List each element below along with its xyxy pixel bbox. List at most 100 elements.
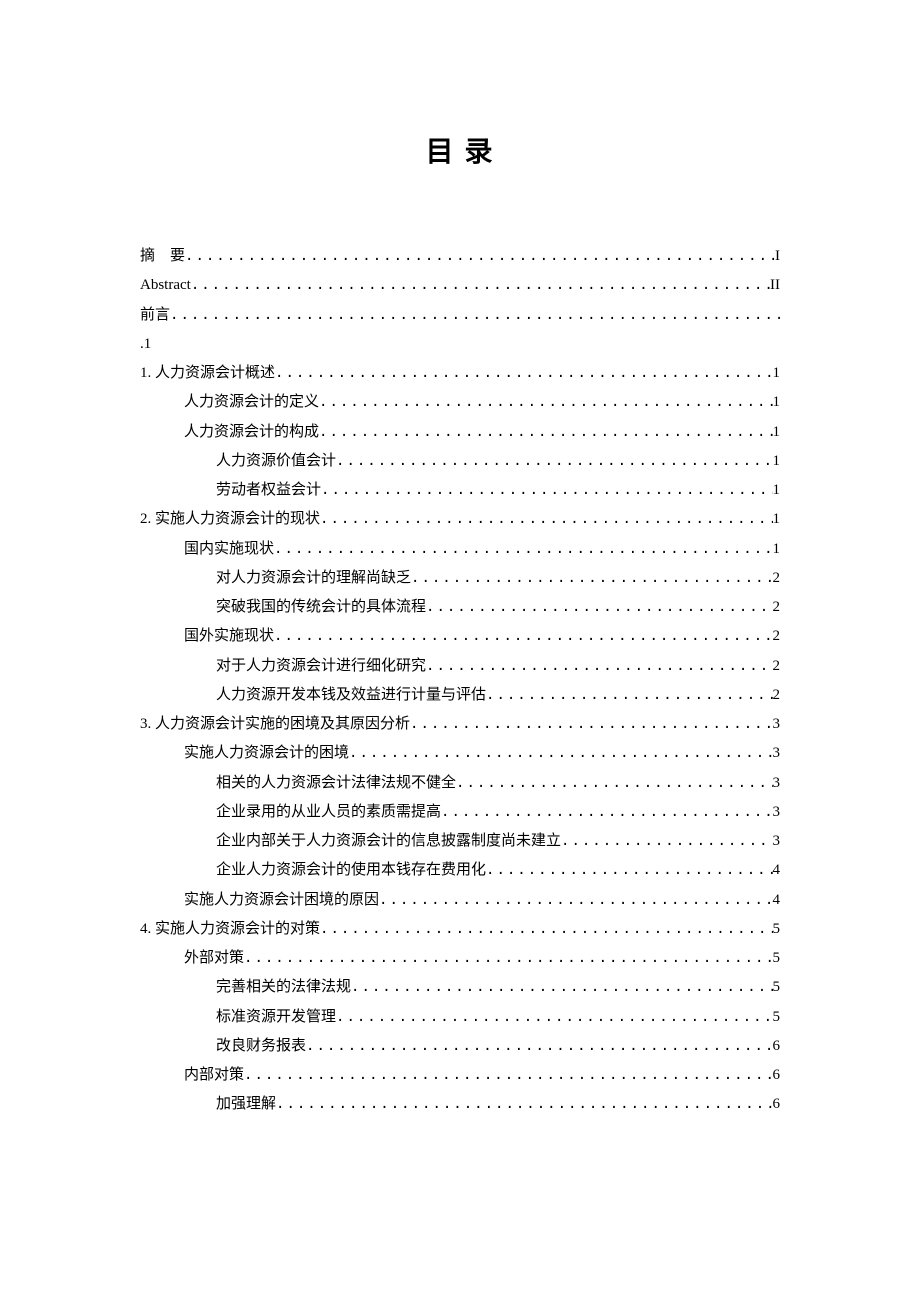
toc-entry-label: 实施人力资源会计困境的原因 (184, 886, 379, 915)
toc-entry: 人力资源会计的构成 1 (140, 418, 780, 447)
toc-entry: 改良财务报表 6 (140, 1032, 780, 1061)
toc-entry-page: 2 (773, 681, 781, 710)
toc-entry-label: 人力资源价值会计 (216, 447, 336, 476)
toc-entry-label: 劳动者权益会计 (216, 476, 321, 505)
toc-entry-page: 1 (773, 388, 781, 417)
toc-entry-page: 5 (773, 973, 781, 1002)
toc-entry-page: 1 (773, 447, 781, 476)
toc-leader-dots (306, 1033, 772, 1060)
toc-entry: 外部对策5 (140, 944, 780, 973)
toc-entry-page: 3 (773, 739, 781, 768)
toc-entry-page: 5 (773, 1003, 781, 1032)
toc-entry: 国外实施现状2 (140, 622, 780, 651)
toc-leader-dots (274, 623, 772, 650)
toc-entry-page: 4 (773, 886, 781, 915)
toc-leader-dots (426, 594, 772, 621)
toc-leader-dots (349, 740, 772, 767)
toc-entry-label: 国外实施现状 (184, 622, 274, 651)
toc-entry-label: 人力资源开发本钱及效益进行计量与评估 (216, 681, 486, 710)
toc-entry: 人力资源开发本钱及效益进行计量与评估 2 (140, 681, 780, 710)
toc-leader-dots (426, 653, 772, 680)
toc-leader-dots (170, 302, 780, 329)
toc-entry: 突破我国的传统会计的具体流程2 (140, 593, 780, 622)
toc-entry-label: 相关的人力资源会计法律法规不健全 (216, 769, 456, 798)
toc-entry-page: .1 (140, 330, 780, 359)
toc-entry-label: 加强理解 (216, 1090, 276, 1119)
toc-entry-page: 1 (773, 476, 781, 505)
toc-entry: 对人力资源会计的理解尚缺乏 2 (140, 564, 780, 593)
toc-leader-dots (275, 360, 772, 387)
toc-entry-page: 2 (773, 652, 781, 681)
toc-entry-label: 对于人力资源会计进行细化研究 (216, 652, 426, 681)
toc-entry-label: 改良财务报表 (216, 1032, 306, 1061)
toc-entry-label: 1. 人力资源会计概述 (140, 359, 275, 388)
toc-leader-dots (336, 1004, 772, 1031)
toc-entry: 1. 人力资源会计概述1 (140, 359, 780, 388)
toc-entry-label: 前言 (140, 301, 170, 330)
toc-entry-page: 6 (773, 1090, 781, 1119)
toc-entry-page: II (770, 271, 780, 300)
toc-leader-dots (321, 477, 772, 504)
toc-entry-page: 2 (773, 564, 781, 593)
toc-entry-page: 1 (773, 418, 781, 447)
toc-entry: 人力资源价值会计 1 (140, 447, 780, 476)
toc-entry-label: 实施人力资源会计的困境 (184, 739, 349, 768)
toc-entry-label: 2. 实施人力资源会计的现状 (140, 505, 320, 534)
toc-entry-label: 突破我国的传统会计的具体流程 (216, 593, 426, 622)
toc-entry: 劳动者权益会计 1 (140, 476, 780, 505)
toc-leader-dots (456, 770, 772, 797)
toc-entry: 实施人力资源会计困境的原因 4 (140, 886, 780, 915)
toc-leader-dots (336, 448, 772, 475)
toc-entry-label: 完善相关的法律法规 (216, 973, 351, 1002)
toc-leader-dots (379, 887, 772, 914)
toc-entry: 2. 实施人力资源会计的现状 1 (140, 505, 780, 534)
toc-entry: 摘 要I (140, 242, 780, 271)
toc-entry-label: 标准资源开发管理 (216, 1003, 336, 1032)
toc-entry: 内部对策6 (140, 1061, 780, 1090)
toc-leader-dots (320, 916, 772, 943)
document-page: 目 录 摘 要IAbstractII前言.11. 人力资源会计概述1人力资源会计… (0, 0, 920, 1180)
toc-entry: 完善相关的法律法规 5 (140, 973, 780, 1002)
toc-entry: AbstractII (140, 271, 780, 300)
toc-entry: 对于人力资源会计进行细化研究 2 (140, 652, 780, 681)
toc-entry-label: 企业人力资源会计的使用本钱存在费用化 (216, 856, 486, 885)
toc-entry-page: 1 (773, 535, 781, 564)
toc-title: 目 录 (140, 130, 780, 170)
toc-list: 摘 要IAbstractII前言.11. 人力资源会计概述1人力资源会计的定义1… (140, 242, 780, 1120)
toc-leader-dots (486, 857, 772, 884)
toc-leader-dots (185, 243, 775, 270)
toc-entry-label: 人力资源会计的构成 (184, 418, 319, 447)
toc-entry-page: I (775, 242, 780, 271)
toc-entry-label: 外部对策 (184, 944, 244, 973)
toc-entry-label: 4. 实施人力资源会计的对策 (140, 915, 320, 944)
toc-entry: 3. 人力资源会计实施的困境及其原因分析3 (140, 710, 780, 739)
toc-entry-label: 国内实施现状 (184, 535, 274, 564)
toc-entry-page: 6 (773, 1061, 781, 1090)
toc-entry: 国内实施现状 1 (140, 535, 780, 564)
toc-leader-dots (319, 419, 772, 446)
toc-entry: 加强理解 6 (140, 1090, 780, 1119)
toc-leader-dots (320, 506, 772, 533)
toc-entry: 前言.1 (140, 301, 780, 360)
toc-leader-dots (191, 272, 770, 299)
toc-entry-page: 3 (773, 827, 781, 856)
toc-entry-label: 对人力资源会计的理解尚缺乏 (216, 564, 411, 593)
toc-leader-dots (351, 974, 772, 1001)
toc-entry-page: 3 (773, 710, 781, 739)
toc-entry-page: 3 (773, 798, 781, 827)
toc-entry: 实施人力资源会计的困境 3 (140, 739, 780, 768)
toc-entry-label: 企业内部关于人力资源会计的信息披露制度尚未建立 (216, 827, 561, 856)
toc-entry: 企业内部关于人力资源会计的信息披露制度尚未建立 3 (140, 827, 780, 856)
toc-entry-page: 6 (773, 1032, 781, 1061)
toc-entry-page: 3 (773, 769, 781, 798)
toc-entry: 标准资源开发管理 5 (140, 1003, 780, 1032)
toc-entry-page: 4 (773, 856, 781, 885)
toc-entry-page: 5 (773, 915, 781, 944)
toc-entry-label: 企业录用的从业人员的素质需提高 (216, 798, 441, 827)
toc-leader-dots (486, 682, 772, 709)
toc-entry-label: 摘 要 (140, 242, 185, 271)
toc-leader-dots (276, 1091, 772, 1118)
toc-leader-dots (411, 565, 772, 592)
toc-leader-dots (410, 711, 772, 738)
toc-entry-page: 1 (773, 505, 781, 534)
